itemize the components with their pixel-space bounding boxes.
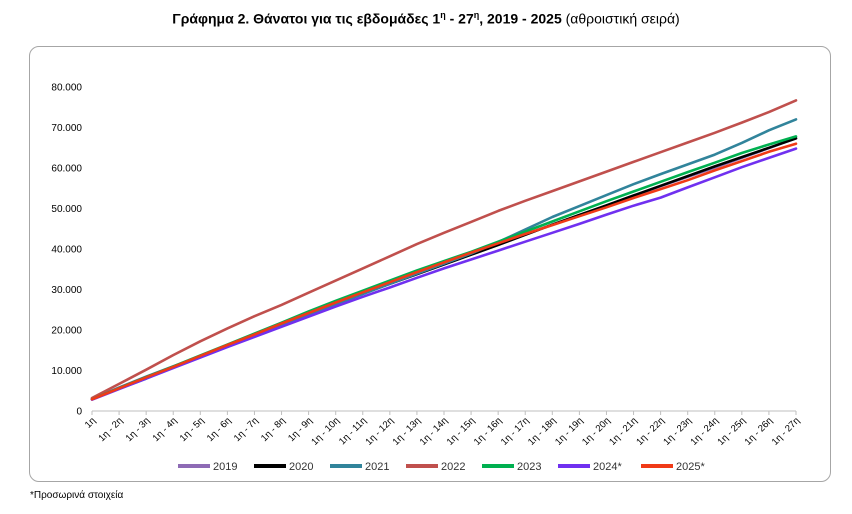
x-tick-label: 1η - 10η xyxy=(309,415,341,447)
y-tick-label: 30.000 xyxy=(51,285,82,296)
legend-label: 2020 xyxy=(289,461,313,473)
x-tick-label: 1η - 23η xyxy=(661,415,693,447)
x-tick-label: 1η - 19η xyxy=(553,415,585,447)
legend-label: 2019 xyxy=(213,461,237,473)
title-bold-3: , 2019 - 2025 xyxy=(479,10,562,27)
legend-label: 2021 xyxy=(365,461,389,473)
x-tick-label: 1η - 21η xyxy=(607,415,639,447)
chart-panel xyxy=(29,46,831,482)
x-tick-label: 1η - 17η xyxy=(499,415,531,447)
series-line-2024 xyxy=(90,147,798,402)
x-tick-label: 1η - 4η xyxy=(151,415,180,444)
title-sup-2: η xyxy=(473,10,480,20)
chart-title: Γράφημα 2. Θάνατοι για τις εβδομάδες 1η … xyxy=(0,10,852,27)
x-tick-label: 1η xyxy=(83,415,98,430)
footnote: *Προσωρινά στοιχεία xyxy=(30,490,124,501)
title-bold-2: - 27 xyxy=(445,10,474,27)
x-tick-label: 1η - 16η xyxy=(472,415,504,447)
x-tick-label: 1η - 24η xyxy=(688,415,720,447)
y-tick-label: 10.000 xyxy=(51,366,82,377)
series-line-2025 xyxy=(90,142,798,401)
legend-label: 2024* xyxy=(593,461,622,473)
y-axis: 0 10.000 20.000 30.000 40.000 50.000 60.000 70.… xyxy=(51,83,82,418)
x-tick-label: 1η - 25η xyxy=(716,415,748,447)
title-normal: (αθροιστική σειρά) xyxy=(561,10,680,27)
x-tick-label: 1η - 6η xyxy=(205,415,234,444)
legend: 2019 2020 2021 2022 2023 2024* 2025* xyxy=(178,461,705,473)
legend-label: 2022 xyxy=(441,461,465,473)
x-tick-label: 1η - 13η xyxy=(391,415,423,447)
x-tick-label: 1η - 22η xyxy=(634,415,666,447)
y-tick-label: 70.000 xyxy=(51,123,82,134)
title-bold-1: Γράφημα 2. Θάνατοι για τις εβδομάδες 1 xyxy=(172,10,441,27)
x-tick-label: 1η - 27η xyxy=(770,415,802,447)
x-tick-label: 1η - 20η xyxy=(580,415,612,447)
x-tick-label: 1η - 11η xyxy=(337,415,369,447)
series-line-2022 xyxy=(90,99,798,400)
x-tick-label: 1η - 26η xyxy=(743,415,775,447)
y-tick-label: 80.000 xyxy=(51,83,82,94)
x-tick-label: 1η - 18η xyxy=(526,415,558,447)
x-tick-label: 1η - 14η xyxy=(418,415,450,447)
legend-label: 2025* xyxy=(676,461,705,473)
y-tick-label: 0 xyxy=(76,407,82,418)
series-lines xyxy=(90,99,798,402)
x-tick-label: 1η - 5η xyxy=(178,415,207,444)
x-tick-label: 1η - 3η xyxy=(124,415,153,444)
x-tick-label: 1η - 15η xyxy=(445,415,477,447)
title-sup-1: η xyxy=(440,10,446,20)
x-tick-label: 1η - 2η xyxy=(97,415,126,444)
y-tick-label: 40.000 xyxy=(51,245,82,256)
x-tick-label: 1η - 8η xyxy=(259,415,288,444)
x-tick-label: 1η - 12η xyxy=(364,415,396,447)
y-tick-label: 60.000 xyxy=(51,164,82,175)
y-tick-label: 50.000 xyxy=(51,204,82,215)
x-tick-label: 1η - 7η xyxy=(232,415,261,444)
legend-label: 2023 xyxy=(517,461,541,473)
y-tick-label: 20.000 xyxy=(51,326,82,337)
